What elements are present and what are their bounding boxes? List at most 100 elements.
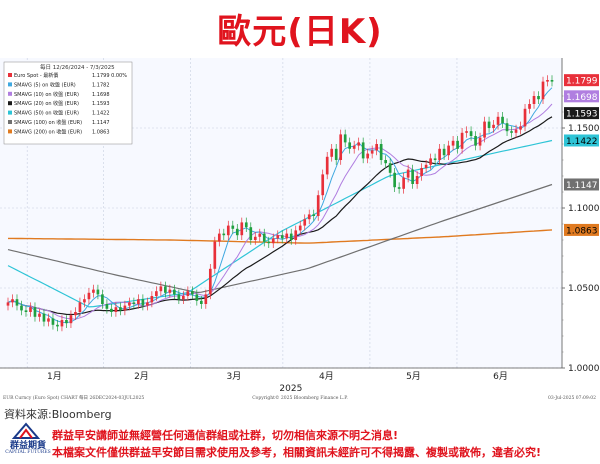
candle	[204, 289, 208, 309]
candle	[199, 296, 203, 309]
candle	[150, 291, 154, 308]
candle	[141, 294, 145, 311]
candle	[307, 209, 311, 224]
x-month-label: 4月	[319, 371, 334, 382]
legend-entry-value: 1.1799 0.00%	[92, 73, 127, 79]
svg-text:1.1698: 1.1698	[566, 93, 598, 103]
candle	[393, 168, 396, 192]
legend-entry-label: SMAVG (200) on 收盤 (EUR)	[14, 128, 82, 135]
candle	[56, 320, 59, 332]
candle	[29, 302, 32, 317]
candle	[173, 284, 176, 300]
disclaimer-line-1: 群益早安講師並無經營任何通信群組或社群，切勿相信來源不明之消息!	[52, 429, 399, 442]
candle	[474, 131, 477, 151]
candle	[164, 281, 167, 298]
x-month-label: 1月	[47, 371, 62, 382]
candle	[249, 222, 253, 245]
candle	[159, 281, 163, 296]
candle	[379, 139, 383, 165]
footer-right: 03-Jul-2025 07:09:02	[548, 395, 596, 401]
candle	[298, 220, 302, 236]
candle	[33, 302, 37, 322]
candle	[420, 163, 423, 181]
svg-text:1.1147: 1.1147	[566, 181, 598, 191]
candle	[487, 116, 491, 133]
candle	[137, 294, 140, 309]
candle	[240, 217, 244, 240]
candle	[528, 99, 531, 114]
candle	[325, 152, 329, 180]
legend-entry-label: SMAVG (20) on 收盤 (EUR)	[14, 100, 79, 107]
y-tick-label: 1.0500	[568, 284, 600, 294]
candle	[366, 148, 370, 164]
legend-entry-label: SMAVG (100) on 收盤 (EUR)	[14, 119, 82, 126]
price-label: 1.1422	[564, 134, 599, 147]
legend-entry-value: 1.1147	[92, 120, 110, 126]
candle	[519, 121, 522, 135]
candle	[74, 307, 77, 320]
price-label: 1.0863	[564, 223, 599, 236]
legend-entry-label: SMAVG (50) on 收盤 (EUR)	[14, 110, 79, 117]
candle	[208, 264, 212, 300]
svg-text:1.1799: 1.1799	[566, 77, 598, 87]
candle	[69, 310, 73, 328]
candle	[190, 286, 194, 300]
candle	[78, 297, 82, 317]
candle	[47, 313, 50, 327]
logo-subtitle: CAPITAL FUTURES	[5, 450, 51, 455]
candle	[253, 232, 257, 245]
candle	[456, 136, 459, 154]
x-month-label: 3月	[227, 371, 242, 382]
candle	[280, 230, 284, 244]
svg-text:1.1593: 1.1593	[566, 110, 598, 120]
candle	[469, 126, 473, 141]
candle	[375, 139, 378, 156]
candle	[132, 297, 136, 309]
legend-entry-value: 1.1593	[92, 101, 110, 107]
legend-entry-value: 1.1698	[92, 92, 110, 98]
candle	[146, 297, 149, 311]
svg-text:1.1422: 1.1422	[566, 137, 598, 147]
candle	[411, 164, 414, 189]
candle	[155, 286, 158, 301]
candle	[303, 214, 307, 231]
legend-entry-label: SMAVG (5) on 收盤 (EUR)	[14, 81, 76, 88]
candle	[334, 144, 338, 165]
candle	[316, 190, 320, 221]
logo-mark-icon	[11, 422, 41, 439]
company-logo: 群益期貨 CAPITAL FUTURES	[4, 422, 51, 462]
candle	[114, 302, 118, 317]
candle	[96, 284, 100, 300]
candle	[348, 137, 352, 154]
svg-text:1.0863: 1.0863	[566, 226, 598, 236]
y-tick-label: 1.0000	[568, 364, 600, 374]
candle	[186, 286, 190, 301]
candle	[271, 233, 275, 248]
candle	[213, 236, 217, 274]
sma100-line	[7, 183, 553, 294]
x-month-label: 5月	[406, 371, 421, 382]
candle	[438, 144, 441, 165]
candle	[546, 75, 549, 87]
candle	[406, 164, 410, 183]
candle	[460, 128, 464, 154]
candle	[87, 288, 91, 304]
footer-left: EUR Curncy (Euro Spot) CHART 每日 26DEC202…	[3, 394, 144, 401]
candle	[222, 228, 226, 240]
candle	[541, 76, 545, 104]
price-label: 1.1593	[564, 107, 599, 120]
chart-title: 歐元(日K)	[217, 12, 383, 52]
x-year-label: 2025	[279, 384, 302, 394]
candle	[267, 236, 271, 248]
candle	[235, 224, 239, 240]
candle	[105, 299, 109, 314]
candle	[38, 308, 41, 322]
legend-header: 每日 12/26/2024 - 7/3/2025	[40, 63, 115, 71]
candle	[451, 136, 455, 151]
candle	[330, 144, 334, 162]
candle	[321, 169, 325, 200]
candle	[514, 124, 518, 138]
candle	[262, 228, 266, 247]
candle	[110, 304, 113, 317]
